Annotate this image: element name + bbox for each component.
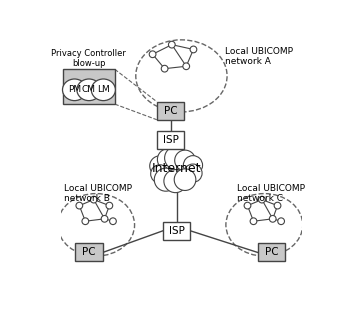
Text: PC: PC: [82, 247, 96, 257]
Circle shape: [110, 218, 116, 225]
Circle shape: [82, 218, 89, 225]
Circle shape: [151, 165, 169, 183]
Circle shape: [161, 65, 168, 72]
Text: ISP: ISP: [169, 226, 184, 236]
Circle shape: [154, 168, 177, 191]
Circle shape: [250, 218, 257, 225]
Circle shape: [174, 169, 196, 190]
Text: Internet: Internet: [152, 162, 201, 175]
Circle shape: [169, 41, 175, 48]
FancyBboxPatch shape: [163, 222, 190, 240]
Circle shape: [164, 170, 187, 193]
Text: CM: CM: [82, 85, 96, 94]
Circle shape: [90, 196, 97, 203]
Text: ISP: ISP: [163, 134, 178, 144]
Circle shape: [183, 156, 202, 175]
Circle shape: [106, 202, 113, 209]
Circle shape: [244, 202, 251, 209]
Circle shape: [101, 216, 108, 222]
Circle shape: [183, 63, 190, 70]
FancyBboxPatch shape: [157, 130, 184, 149]
Text: LM: LM: [97, 85, 110, 94]
Text: PC: PC: [265, 247, 278, 257]
Circle shape: [158, 149, 179, 170]
Text: Privacy Controller
blow-up: Privacy Controller blow-up: [51, 49, 126, 68]
Ellipse shape: [91, 79, 115, 101]
Circle shape: [149, 51, 156, 58]
FancyBboxPatch shape: [258, 243, 285, 261]
Circle shape: [165, 147, 188, 170]
FancyBboxPatch shape: [75, 243, 103, 261]
Text: Local UBICOMP
network B: Local UBICOMP network B: [64, 184, 132, 203]
Text: Local UBICOMP
network A: Local UBICOMP network A: [225, 47, 293, 66]
Circle shape: [190, 46, 197, 53]
Text: PC: PC: [164, 106, 177, 116]
Circle shape: [278, 218, 285, 225]
FancyBboxPatch shape: [63, 69, 115, 104]
Circle shape: [150, 156, 170, 176]
FancyBboxPatch shape: [157, 102, 184, 120]
Circle shape: [184, 164, 202, 182]
Circle shape: [269, 216, 276, 222]
Circle shape: [76, 202, 83, 209]
Text: PM: PM: [68, 85, 81, 94]
Text: Local UBICOMP
network C: Local UBICOMP network C: [237, 184, 305, 203]
Ellipse shape: [77, 79, 101, 101]
Circle shape: [175, 150, 195, 171]
Circle shape: [258, 196, 265, 203]
Circle shape: [274, 202, 281, 209]
Ellipse shape: [63, 79, 86, 101]
